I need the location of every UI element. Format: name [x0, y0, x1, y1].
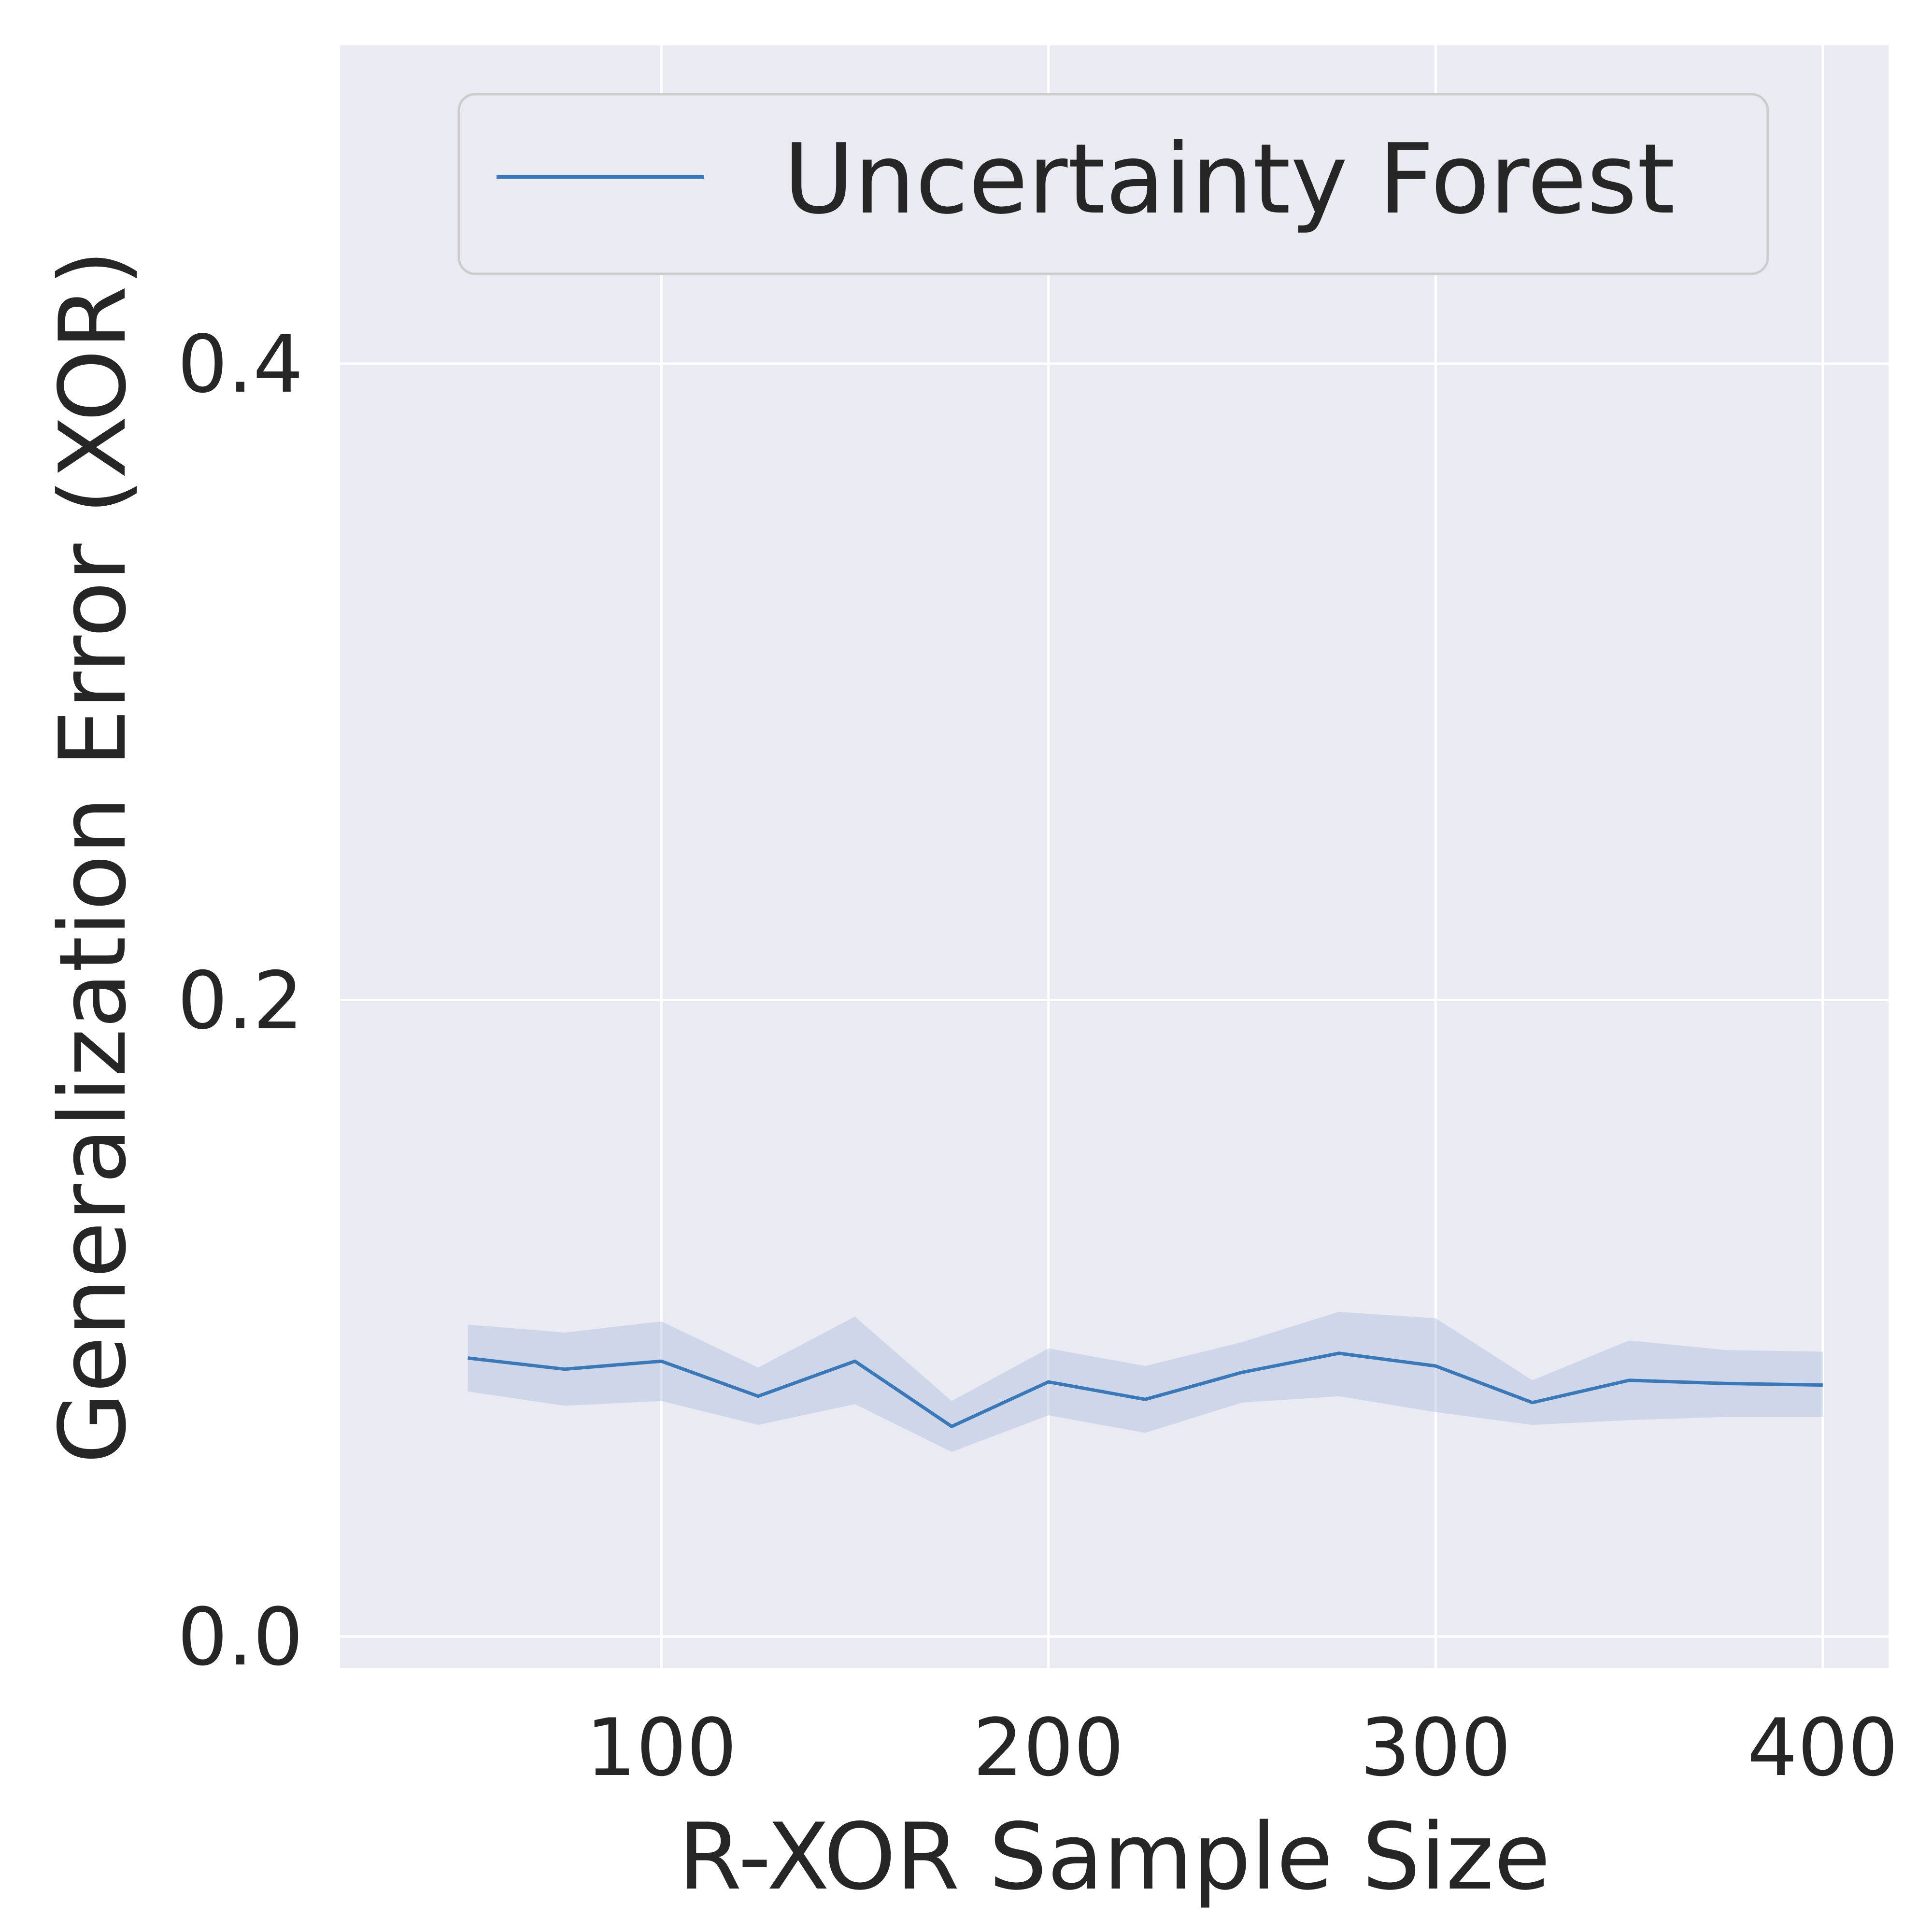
series-lines: [468, 1351, 1823, 1428]
x-axis-label: R-XOR Sample Size: [678, 1804, 1550, 1910]
y-tick-label: 0.2: [177, 954, 303, 1047]
x-tick-label: 200: [973, 1702, 1124, 1794]
x-tick-label: 300: [1360, 1702, 1511, 1794]
x-tick-labels: 100 200 300 400: [586, 1702, 1899, 1794]
y-tick-label: 0.4: [177, 318, 303, 411]
y-tick-label: 0.0: [177, 1591, 303, 1683]
x-tick-label: 400: [1747, 1702, 1898, 1794]
series-line: [468, 1351, 1823, 1428]
legend: Uncertainty Forest: [457, 93, 1769, 275]
y-axis-label: Generalization Error (XOR): [40, 250, 146, 1463]
confidence-band: [468, 1312, 1823, 1452]
x-tick-label: 100: [586, 1702, 737, 1794]
legend-entry-label: Uncertainty Forest: [783, 123, 1675, 236]
plot-background: [340, 45, 1889, 1668]
legend-box: [457, 93, 1769, 275]
gridlines: [340, 45, 1889, 1668]
confidence-bands: [468, 1312, 1823, 1452]
y-tick-labels: 0.0 0.2 0.4: [177, 318, 303, 1683]
